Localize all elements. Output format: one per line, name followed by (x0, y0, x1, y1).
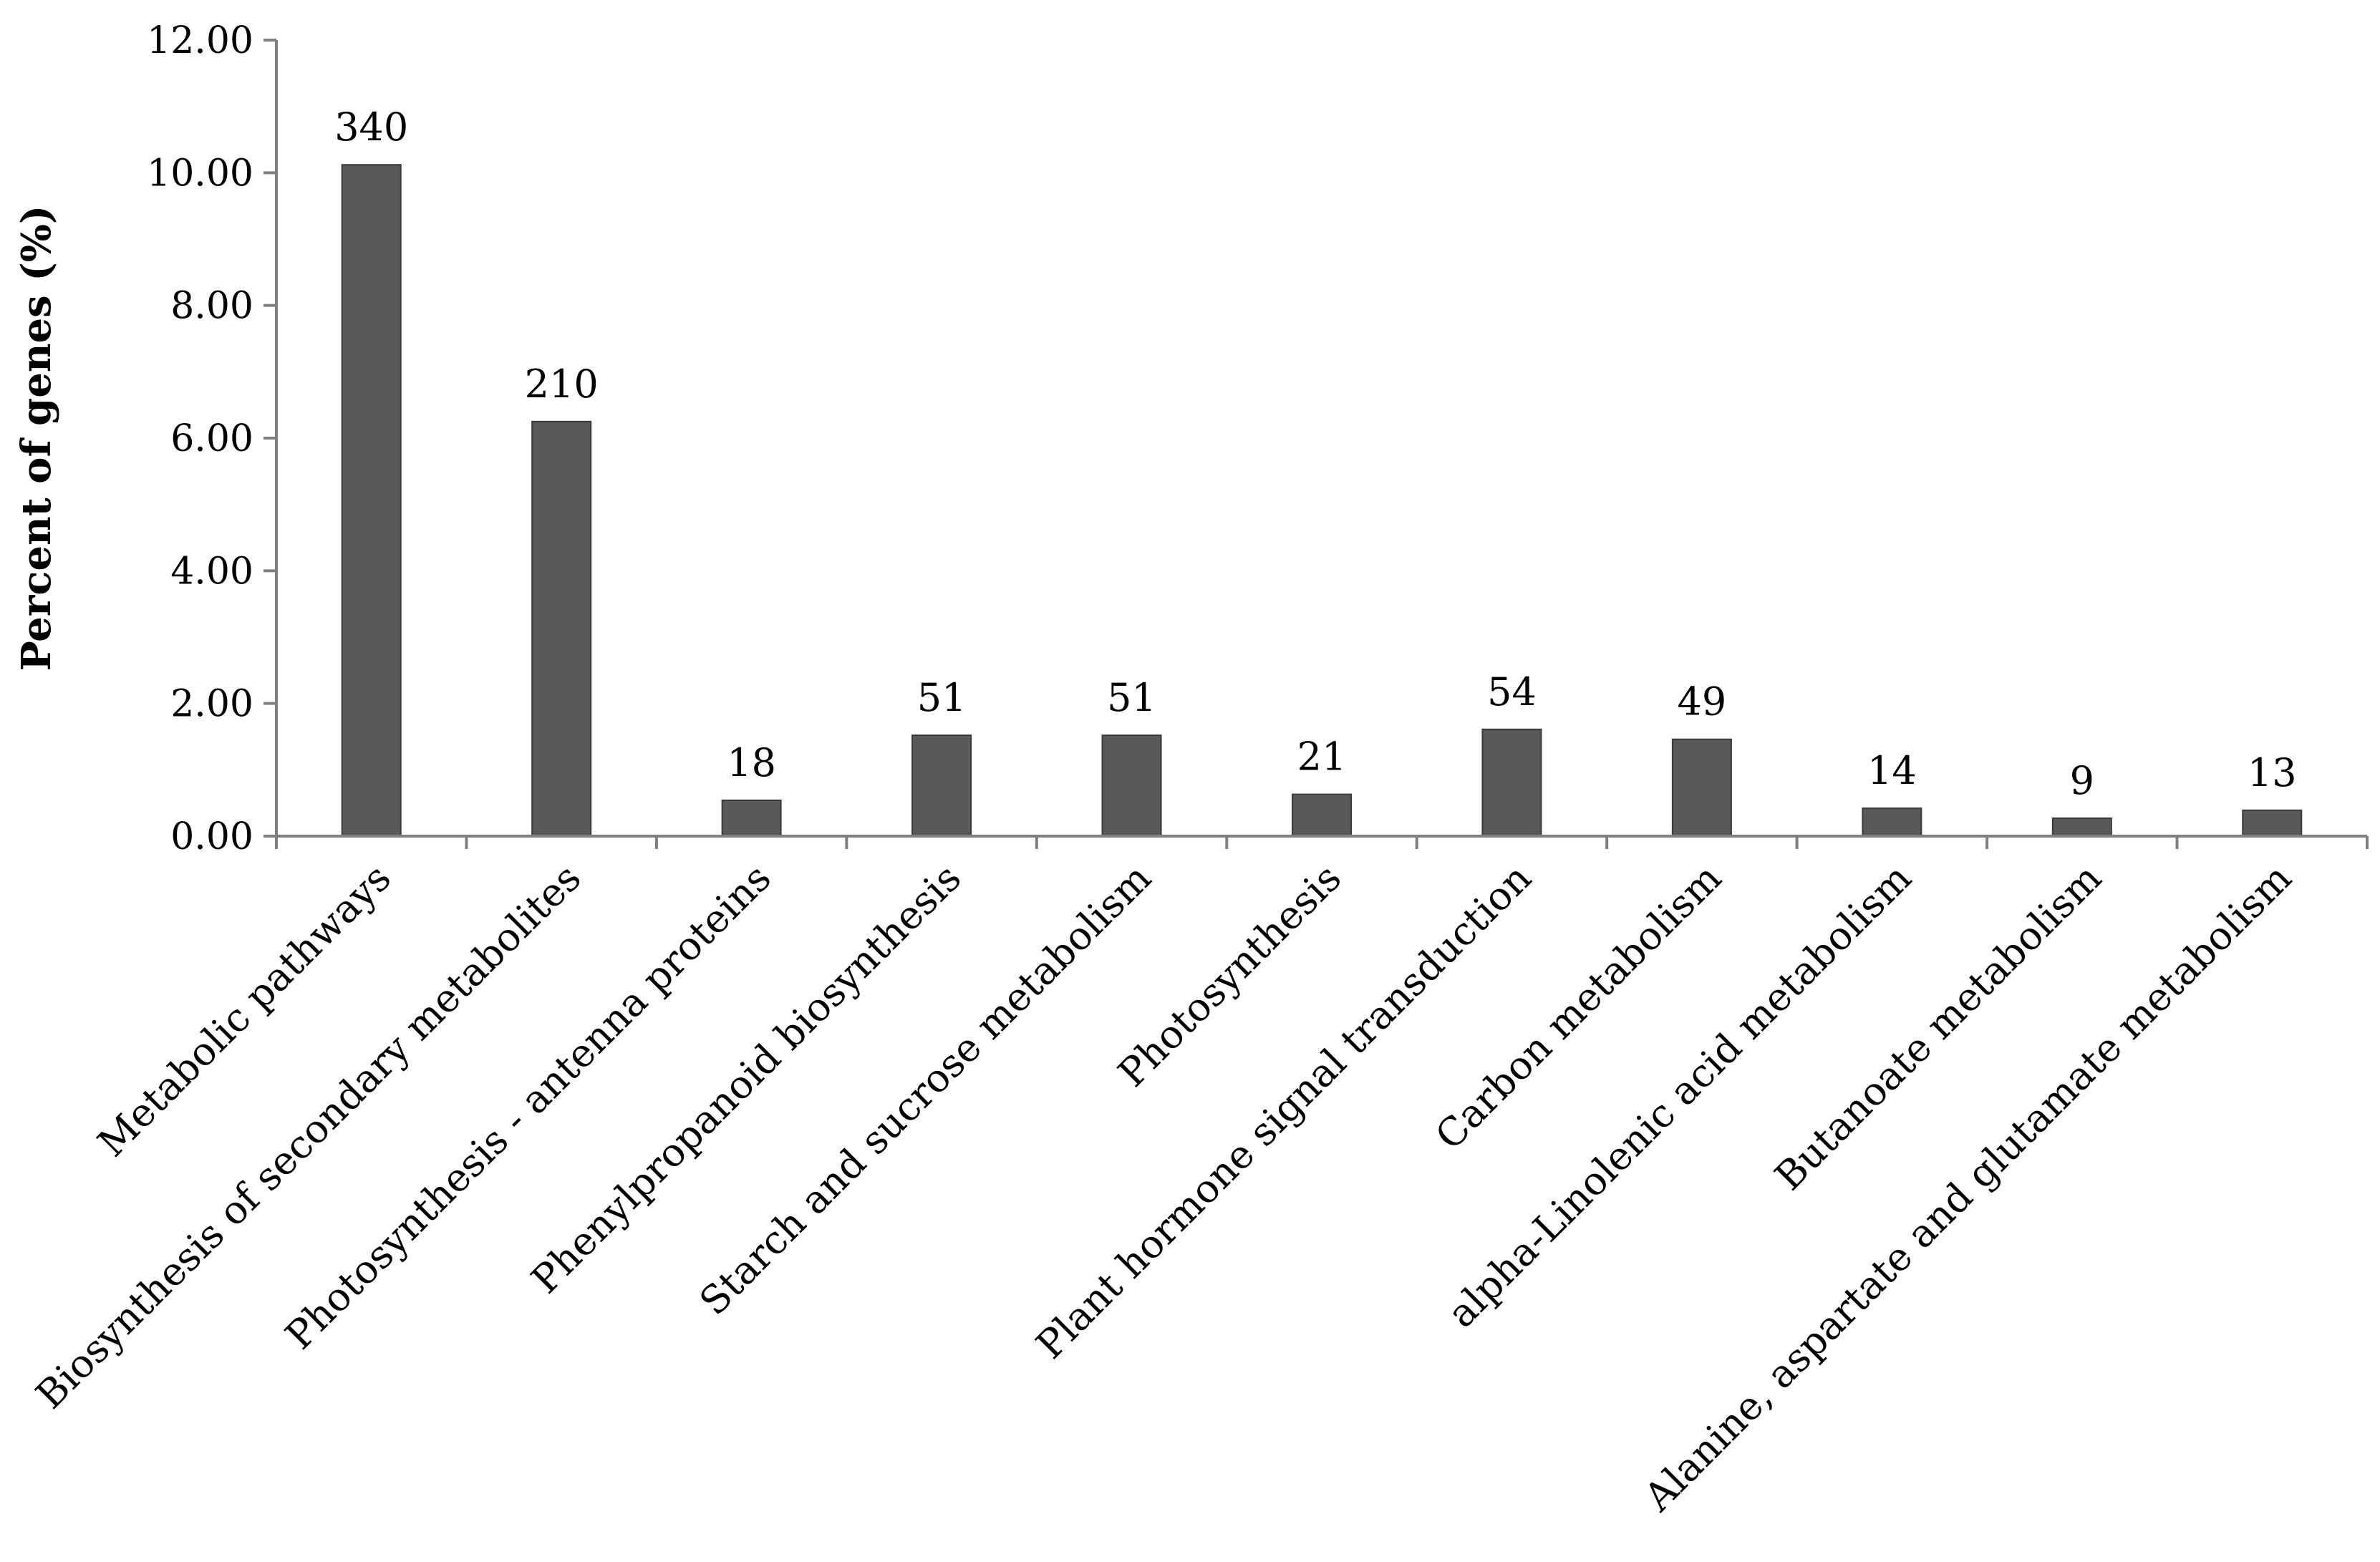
category-label: Phenylpropanoid biosynthesis (523, 855, 969, 1302)
data-label: 14 (1867, 748, 1917, 793)
bar (2242, 809, 2303, 837)
category-label: Alanine, aspartate and glutamate metabol… (1635, 855, 2300, 1520)
bar (1292, 793, 1352, 837)
data-label: 210 (525, 362, 599, 407)
bar (721, 799, 782, 837)
data-label: 54 (1487, 669, 1537, 714)
y-tick-label: 4.00 (170, 550, 253, 593)
data-label: 340 (334, 105, 408, 150)
bar (1671, 738, 1732, 837)
y-tick-label: 2.00 (170, 683, 253, 726)
y-tick-label: 10.00 (147, 152, 253, 195)
bar (341, 164, 402, 838)
data-label: 13 (2248, 750, 2297, 795)
data-label: 18 (727, 740, 776, 785)
bar (1481, 728, 1542, 837)
y-axis-ticks: 0.00 2.00 4.00 6.00 8.00 10.00 12.00 (147, 19, 276, 858)
y-tick-label: 6.00 (170, 417, 253, 460)
bar (1101, 734, 1162, 837)
bar (1862, 807, 1922, 837)
data-labels-layer: 340 210 18 51 51 21 54 49 14 9 13 (334, 105, 2296, 803)
bar (911, 734, 972, 837)
y-axis-title: Percent of genes (%) (13, 205, 60, 671)
bar (2051, 817, 2112, 837)
bars-layer (341, 164, 2303, 838)
category-label: Butanoate metabolism (1766, 855, 2110, 1199)
x-axis-ticks (275, 836, 2369, 849)
bar (531, 420, 592, 837)
data-label: 49 (1678, 679, 1727, 724)
y-tick-label: 0.00 (170, 815, 253, 858)
y-tick-label: 12.00 (147, 19, 253, 62)
data-label: 51 (1107, 675, 1156, 720)
y-tick-label: 8.00 (170, 285, 253, 328)
data-label: 51 (917, 675, 967, 720)
data-label: 21 (1297, 734, 1347, 780)
data-label: 9 (2070, 758, 2094, 803)
